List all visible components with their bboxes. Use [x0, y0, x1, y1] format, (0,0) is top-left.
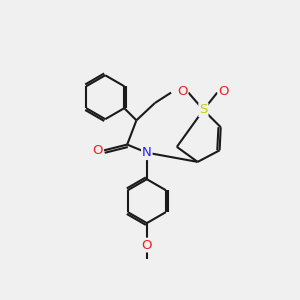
Text: O: O — [218, 85, 229, 98]
Text: S: S — [199, 103, 208, 116]
Text: N: N — [142, 146, 152, 159]
Text: O: O — [177, 85, 188, 98]
Text: O: O — [92, 144, 103, 157]
Text: O: O — [142, 238, 152, 252]
